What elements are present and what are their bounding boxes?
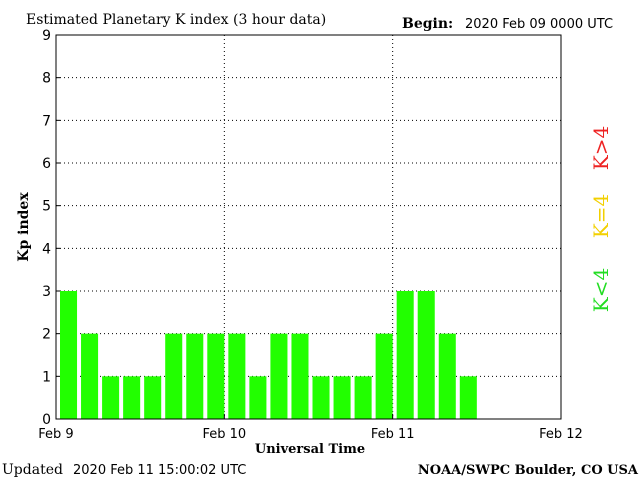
- begin-label: Begin:: [402, 16, 453, 32]
- legend: K<4 K=4 K>4: [589, 126, 613, 312]
- y-tick-label: 3: [42, 284, 51, 300]
- kp-bar: [396, 291, 414, 419]
- chart-title: Estimated Planetary K index (3 hour data…: [26, 12, 326, 28]
- kp-bar: [186, 333, 204, 419]
- plot-area: 0 1 2 3 4 5 6 7 8 9 Feb 9 Feb 10 Feb 11 Feb 12: [38, 28, 583, 442]
- kp-bar: [291, 333, 309, 419]
- kp-bar: [459, 376, 477, 419]
- credit-text: NOAA/SWPC Boulder, CO USA: [418, 463, 639, 478]
- updated-value: 2020 Feb 11 15:00:02 UTC: [73, 463, 246, 478]
- y-tick-label: 8: [42, 71, 51, 87]
- y-tick-label: 5: [42, 199, 51, 215]
- y-tick-label: 1: [42, 369, 51, 385]
- kp-bar: [207, 333, 225, 419]
- kp-bar: [228, 333, 246, 419]
- y-tick-label: 2: [42, 327, 51, 343]
- plot-frame: [55, 34, 562, 420]
- kp-bar: [354, 376, 372, 419]
- legend-item: K=4: [589, 194, 613, 238]
- y-tick-label: 7: [42, 113, 51, 129]
- y-axis-label: Kp index: [16, 192, 32, 262]
- kp-bar: [270, 333, 288, 419]
- kp-bar: [249, 376, 267, 419]
- kp-bar: [375, 333, 393, 419]
- begin-value: 2020 Feb 09 0000 UTC: [465, 17, 613, 32]
- x-tick-label: Feb 9: [38, 427, 73, 442]
- y-tick-label: 6: [42, 156, 51, 172]
- updated-label: Updated: [2, 462, 63, 478]
- kp-bar: [102, 376, 120, 419]
- kp-bar: [438, 333, 456, 419]
- y-tick-label: 9: [42, 28, 51, 44]
- kp-bar: [165, 333, 183, 419]
- kp-bar: [333, 376, 351, 419]
- kp-bar: [312, 376, 330, 419]
- y-tick-label: 0: [42, 412, 51, 428]
- kp-bar: [60, 291, 78, 419]
- kp-bar: [144, 376, 162, 419]
- x-tick-label: Feb 11: [371, 427, 415, 442]
- kp-bar: [417, 291, 435, 419]
- x-tick-label: Feb 10: [202, 427, 246, 442]
- x-axis-label: Universal Time: [255, 442, 365, 457]
- legend-item: K<4: [589, 268, 613, 312]
- legend-item: K>4: [589, 126, 613, 170]
- kp-bar: [123, 376, 141, 419]
- kp-bar: [81, 333, 99, 419]
- x-tick-label: Feb 12: [539, 427, 583, 442]
- y-tick-label: 4: [42, 241, 51, 257]
